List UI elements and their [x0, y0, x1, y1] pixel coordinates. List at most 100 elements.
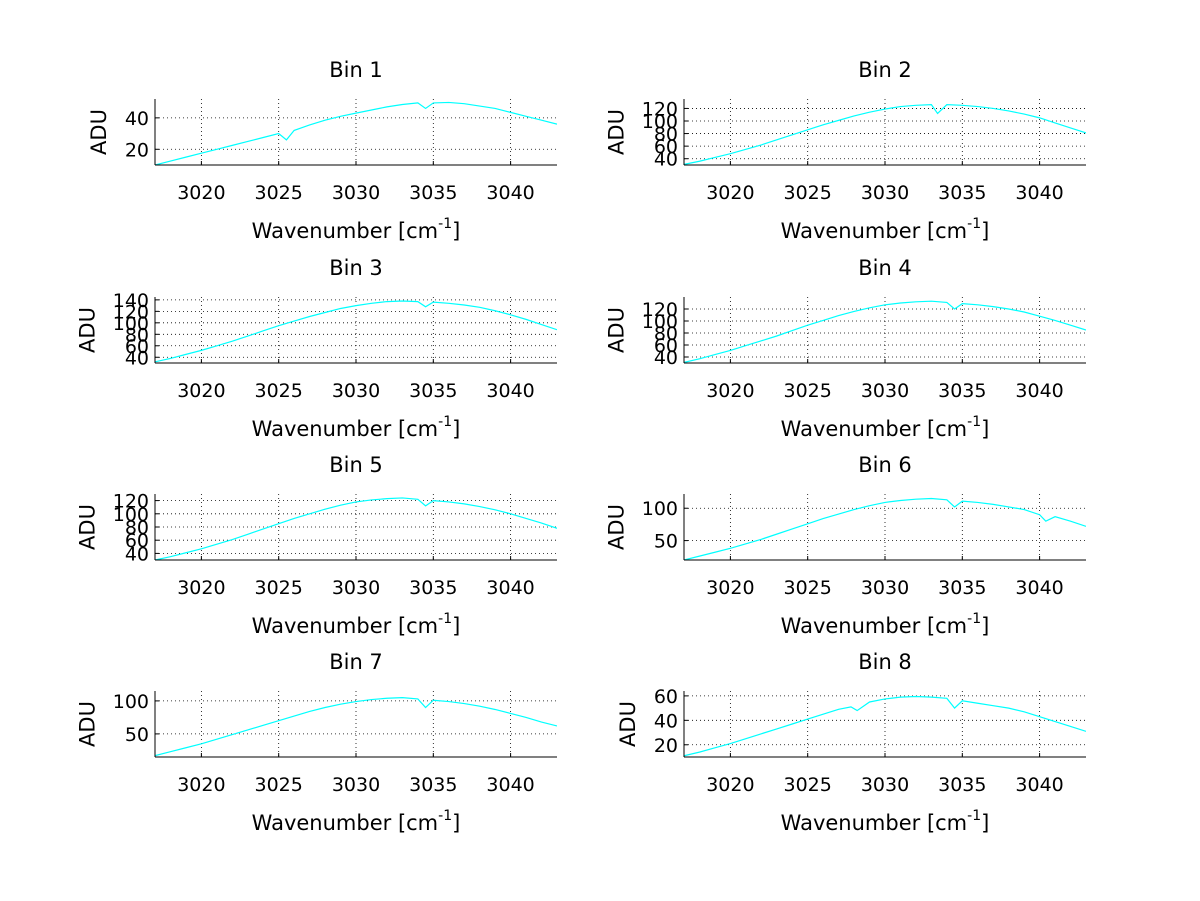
x-axis-label-main: Wavenumber [cm	[252, 614, 438, 638]
y-tick-label: 20	[125, 139, 149, 161]
y-tick-label: 120	[113, 491, 149, 513]
y-tick-label: 60	[654, 335, 678, 357]
x-tick-label: 3040	[1015, 182, 1063, 204]
x-tick-label: 3020	[706, 380, 754, 402]
y-tick-label: 80	[125, 517, 149, 539]
x-axis-label-main: Wavenumber [cm	[252, 219, 438, 243]
x-tick-label: 3035	[938, 774, 986, 796]
y-tick-label: 60	[125, 336, 149, 358]
x-axis-label: Wavenumber [cm-1]	[252, 414, 461, 441]
subplot-title: Bin 8	[858, 650, 912, 674]
spectrum-line	[155, 696, 557, 757]
y-tick-label: 60	[125, 530, 149, 552]
y-axis-label: ADU	[76, 307, 100, 353]
y-tick-label: 120	[642, 299, 678, 321]
x-tick-label: 3040	[486, 577, 534, 599]
subplot-6: 3020 3025 3030 3035 3040 50 100 Bin 6 Wavenumber…	[605, 453, 1086, 638]
y-tick-label: 100	[642, 311, 678, 333]
y-tick-label: 50	[125, 724, 149, 746]
x-axis-label: Wavenumber [cm-1]	[781, 414, 990, 441]
subplot-title: Bin 6	[858, 453, 912, 477]
x-tick-label: 3020	[706, 182, 754, 204]
x-tick-label: 3030	[861, 380, 909, 402]
x-axis-label: Wavenumber [cm-1]	[781, 216, 990, 243]
y-tick-label: 140	[113, 290, 149, 312]
x-axis-label-superscript: -1	[967, 611, 981, 627]
x-tick-label: 3025	[255, 182, 303, 204]
x-tick-label: 3025	[255, 577, 303, 599]
x-axis-label-main: Wavenumber [cm	[252, 417, 438, 441]
y-axis-label: ADU	[616, 701, 640, 747]
x-axis-label: Wavenumber [cm-1]	[252, 808, 461, 835]
y-axis-label: ADU	[76, 701, 100, 747]
x-axis-label-main: Wavenumber [cm	[781, 219, 967, 243]
y-tick-label: 100	[113, 691, 149, 713]
x-tick-label: 3040	[1015, 774, 1063, 796]
x-axis-label-superscript: -1	[438, 611, 452, 627]
y-tick-label: 40	[654, 710, 678, 732]
subplot-title: Bin 5	[329, 453, 383, 477]
y-axis-label: ADU	[76, 504, 100, 550]
x-tick-label: 3030	[861, 577, 909, 599]
x-tick-label: 3040	[486, 380, 534, 402]
x-tick-label: 3035	[409, 380, 457, 402]
x-tick-label: 3035	[409, 577, 457, 599]
x-tick-label: 3025	[784, 577, 832, 599]
y-tick-label: 100	[642, 498, 678, 520]
y-tick-label: 100	[113, 504, 149, 526]
y-axis-label: ADU	[605, 307, 629, 353]
subplot-7: 3020 3025 3030 3035 3040 50 100 Bin 7 Wavenumber…	[76, 650, 557, 835]
x-axis-label-main: Wavenumber [cm	[781, 417, 967, 441]
x-axis-label-superscript: -1	[967, 808, 981, 824]
subplot-title: Bin 4	[858, 256, 912, 280]
spectrum-line	[155, 497, 557, 560]
x-tick-label: 3020	[706, 577, 754, 599]
y-axis-label: ADU	[605, 504, 629, 550]
y-tick-label: 100	[113, 313, 149, 335]
x-tick-label: 3035	[409, 182, 457, 204]
y-tick-label: 100	[642, 111, 678, 133]
x-tick-label: 3040	[1015, 380, 1063, 402]
spectrum-line	[684, 300, 1086, 363]
x-axis-label-superscript: -1	[438, 414, 452, 430]
y-tick-label: 80	[125, 324, 149, 346]
x-tick-label: 3020	[706, 774, 754, 796]
subplot-title: Bin 7	[329, 650, 383, 674]
x-axis-label-suffix: ]	[452, 614, 460, 638]
x-tick-label: 3030	[332, 577, 380, 599]
x-axis-label-main: Wavenumber [cm	[781, 811, 967, 835]
x-axis-label-main: Wavenumber [cm	[252, 811, 438, 835]
x-tick-label: 3035	[938, 577, 986, 599]
x-axis-label-superscript: -1	[438, 808, 452, 824]
x-tick-label: 3020	[177, 577, 225, 599]
x-tick-label: 3025	[255, 774, 303, 796]
x-axis-label-suffix: ]	[981, 417, 989, 441]
x-axis-label-suffix: ]	[452, 219, 460, 243]
x-tick-label: 3035	[409, 774, 457, 796]
y-tick-label: 120	[642, 98, 678, 120]
y-tick-label: 40	[125, 543, 149, 565]
x-axis-label-superscript: -1	[967, 216, 981, 232]
x-tick-label: 3020	[177, 774, 225, 796]
y-tick-label: 60	[654, 686, 678, 708]
x-axis-label-superscript: -1	[967, 414, 981, 430]
y-tick-label: 80	[654, 323, 678, 345]
x-axis-label-suffix: ]	[981, 219, 989, 243]
x-tick-label: 3030	[332, 380, 380, 402]
subplot-1: 3020 3025 3030 3035 3040 20 40 Bin 1 Wavenumber …	[87, 58, 557, 243]
x-axis-label: Wavenumber [cm-1]	[781, 808, 990, 835]
x-tick-label: 3040	[486, 774, 534, 796]
y-axis-label: ADU	[605, 109, 629, 155]
x-axis-label: Wavenumber [cm-1]	[252, 216, 461, 243]
x-axis-label-suffix: ]	[452, 417, 460, 441]
x-tick-label: 3020	[177, 380, 225, 402]
y-tick-label: 120	[113, 301, 149, 323]
x-axis-label: Wavenumber [cm-1]	[781, 611, 990, 638]
spectrum-line	[684, 497, 1086, 560]
x-axis-label-superscript: -1	[438, 216, 452, 232]
subplot-title: Bin 3	[329, 256, 383, 280]
x-tick-label: 3025	[784, 774, 832, 796]
